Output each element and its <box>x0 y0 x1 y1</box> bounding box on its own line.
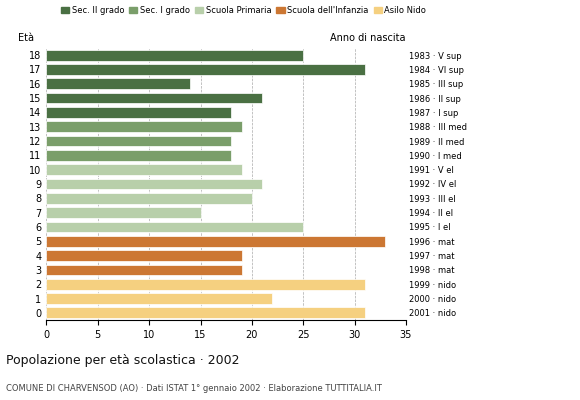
Bar <box>46 250 242 261</box>
Text: Anno di nascita: Anno di nascita <box>331 32 406 42</box>
Bar <box>46 264 242 275</box>
Bar <box>46 207 201 218</box>
Bar <box>46 93 262 104</box>
Text: Età: Età <box>17 32 34 42</box>
Bar <box>46 279 365 290</box>
Bar <box>46 150 231 161</box>
Bar <box>46 50 303 60</box>
Legend: Sec. II grado, Sec. I grado, Scuola Primaria, Scuola dell'Infanzia, Asilo Nido: Sec. II grado, Sec. I grado, Scuola Prim… <box>61 6 426 15</box>
Bar <box>46 179 262 189</box>
Bar <box>46 78 190 89</box>
Bar <box>46 193 252 204</box>
Bar <box>46 136 231 146</box>
Bar <box>46 222 303 232</box>
Bar <box>46 64 365 75</box>
Bar <box>46 308 365 318</box>
Bar <box>46 121 242 132</box>
Bar <box>46 236 386 247</box>
Bar <box>46 107 231 118</box>
Text: Popolazione per età scolastica · 2002: Popolazione per età scolastica · 2002 <box>6 354 240 367</box>
Bar <box>46 293 273 304</box>
Bar <box>46 164 242 175</box>
Text: COMUNE DI CHARVENSOD (AO) · Dati ISTAT 1° gennaio 2002 · Elaborazione TUTTITALIA: COMUNE DI CHARVENSOD (AO) · Dati ISTAT 1… <box>6 384 382 393</box>
